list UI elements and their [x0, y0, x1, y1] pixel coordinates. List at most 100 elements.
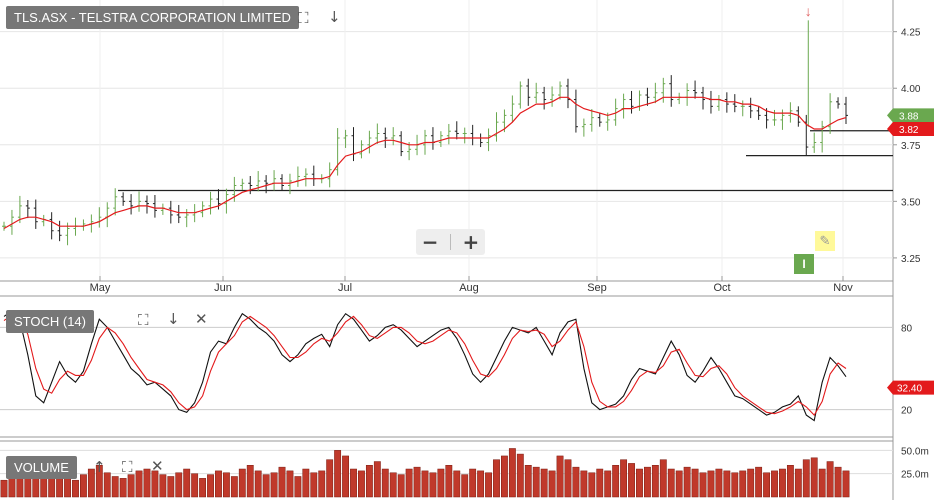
price-candle	[303, 168, 308, 187]
price-candle	[494, 112, 499, 142]
volume-bar	[445, 465, 453, 498]
volume-bar	[723, 470, 731, 498]
volume-bar	[413, 466, 421, 498]
volume-bar	[739, 470, 747, 498]
volume-bar	[651, 465, 659, 498]
x-tick-label: Sep	[587, 282, 607, 294]
price-candle	[454, 121, 459, 140]
volume-bar	[437, 468, 445, 498]
up-arrow-icon[interactable]: ↑	[93, 458, 106, 476]
volume-tick-label: 50.0m	[901, 446, 929, 457]
price-candle	[708, 90, 713, 114]
y-tick-label: 4.00	[901, 84, 921, 95]
price-candle	[17, 195, 22, 224]
volume-bar	[111, 476, 119, 498]
volume-bar	[350, 468, 357, 498]
down-arrow-icon[interactable]: ↓	[167, 310, 180, 328]
volume-bar	[80, 474, 87, 498]
volume-bar	[8, 476, 16, 498]
stoch-value-tag-bg	[887, 380, 934, 395]
volume-bar	[556, 455, 564, 498]
volume-bar	[151, 470, 159, 498]
price-candle	[327, 162, 332, 188]
price-candle	[359, 140, 364, 159]
volume-bar	[636, 468, 643, 498]
price-candle	[383, 127, 388, 148]
volume-bar	[540, 468, 548, 498]
volume-bar	[0, 479, 8, 498]
price-candle	[160, 203, 165, 215]
price-candle	[796, 106, 801, 127]
price-candle	[49, 212, 54, 240]
price-candle	[57, 220, 62, 242]
volume-panel-title: VOLUME	[6, 456, 77, 479]
close-icon[interactable]: ✕	[195, 310, 208, 328]
price-candle	[812, 132, 817, 153]
price-candle	[176, 204, 181, 224]
volume-bar	[604, 470, 612, 498]
close-icon[interactable]: ✕	[151, 457, 164, 475]
zoom-out-button[interactable]: −	[421, 230, 439, 254]
stoch-tick-label: 80	[901, 323, 913, 334]
volume-bar	[461, 474, 469, 498]
price-candle	[558, 81, 563, 100]
pencil-icon[interactable]: ✎	[815, 231, 835, 251]
price-candle	[9, 209, 14, 235]
volume-bar	[191, 473, 199, 498]
volume-bar	[167, 476, 175, 498]
expand-icon[interactable]: ⛶	[122, 458, 133, 476]
volume-bar	[373, 461, 381, 498]
volume-bar	[127, 474, 135, 498]
volume-bar	[318, 470, 326, 498]
volume-bar	[771, 470, 778, 498]
price-candle	[367, 130, 372, 154]
stoch-value-tag: 32.40	[887, 380, 934, 395]
last-price-tag: 3.88	[887, 108, 934, 123]
volume-bar	[699, 472, 707, 498]
price-candle	[470, 124, 475, 146]
price-candle	[788, 102, 793, 123]
volume-bar	[278, 466, 286, 498]
expand-icon[interactable]: ⛶	[138, 311, 149, 329]
volume-bar	[731, 472, 739, 498]
price-candle	[613, 98, 618, 126]
price-candle	[661, 77, 666, 103]
price-candle	[248, 176, 253, 195]
price-candle	[351, 127, 356, 162]
price-candle	[669, 75, 674, 107]
price-candle	[804, 114, 809, 156]
volume-bar	[516, 453, 524, 498]
price-candle	[200, 201, 205, 218]
volume-bar	[207, 474, 214, 498]
stoch-d-line	[3, 314, 847, 417]
volume-bar	[238, 468, 246, 498]
last-price-tag-text: 3.88	[899, 111, 919, 122]
price-candle	[701, 86, 706, 110]
price-candle	[836, 97, 841, 109]
zoom-in-button[interactable]: +	[462, 230, 480, 254]
info-badge-icon[interactable]: I	[794, 254, 814, 274]
volume-bar	[501, 455, 508, 498]
price-candle	[693, 80, 698, 99]
x-tick-label: May	[90, 282, 111, 294]
volume-bar	[747, 468, 755, 498]
volume-bar	[421, 470, 429, 498]
volume-bar	[342, 455, 349, 498]
expand-icon[interactable]: ⛶	[298, 9, 309, 27]
x-tick-label: Jul	[338, 282, 352, 294]
price-candle	[637, 90, 642, 111]
volume-bar	[326, 459, 334, 498]
volume-bar	[508, 448, 516, 498]
volume-bar	[103, 472, 111, 498]
volume-bar	[683, 466, 691, 498]
volume-bar	[659, 459, 667, 498]
price-candle	[685, 83, 690, 106]
down-arrow-icon[interactable]: ↓	[328, 8, 341, 26]
volume-bar	[215, 470, 222, 498]
volume-bar	[310, 472, 318, 498]
y-tick-label: 3.50	[901, 197, 921, 208]
volume-bar	[72, 479, 79, 498]
volume-bar	[826, 461, 834, 498]
price-candle	[550, 86, 555, 107]
